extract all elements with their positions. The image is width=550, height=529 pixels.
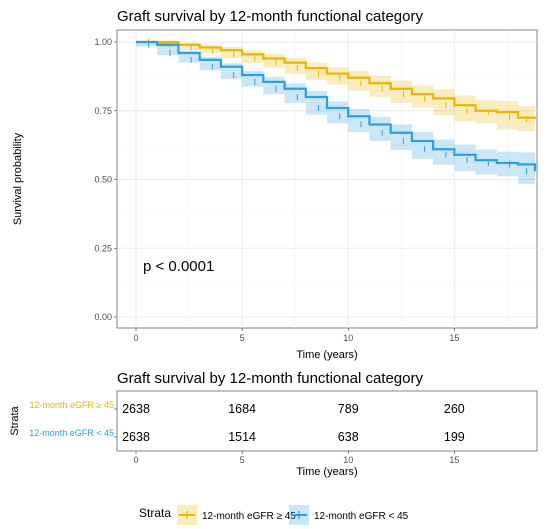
x-tick-label: 5 (240, 333, 245, 343)
risk-x-axis-label: Time (years) (296, 466, 357, 478)
survival-curve-2 (136, 40, 537, 172)
risk-count: 638 (338, 430, 359, 444)
plot-grid (117, 30, 537, 328)
x-axis-label: Time (years) (296, 349, 357, 361)
risk-x-tick-label: 0 (133, 455, 138, 465)
risk-y-axis-label: Strata (9, 405, 21, 435)
axis-ticks: 0 5 10 15 0.00 0.25 0.50 0.75 1.00 (94, 37, 459, 343)
risk-count: 2638 (122, 402, 150, 416)
x-tick-label: 10 (343, 333, 353, 343)
x-tick-label: 0 (133, 333, 138, 343)
p-value-annotation: p < 0.0001 (143, 258, 214, 275)
survival-curve-1 (136, 40, 537, 119)
survival-curves (136, 39, 537, 175)
y-tick-label: 0.00 (94, 312, 112, 322)
risk-table-title: Graft survival by 12-month functional ca… (117, 370, 423, 387)
y-tick-label: 0.25 (94, 243, 112, 253)
survival-plot-title: Graft survival by 12-month functional ca… (117, 8, 423, 25)
risk-x-tick-label: 15 (449, 455, 459, 465)
risk-table: Graft survival by 12-month functional ca… (9, 370, 538, 478)
risk-count: 1514 (228, 430, 256, 444)
x-tick-label: 15 (449, 333, 459, 343)
legend-label: 12-month eGFR ≥ 45 (202, 511, 296, 522)
y-tick-label: 1.00 (94, 37, 112, 47)
risk-table-rows: 12-month eGFR ≥ 45 2638 1684 789 260 12-month… (29, 400, 465, 444)
risk-count: 199 (444, 430, 465, 444)
y-tick-label: 0.75 (94, 106, 112, 116)
y-tick-label: 0.50 (94, 175, 112, 185)
risk-count: 2638 (122, 430, 150, 444)
risk-row-label: 12-month eGFR ≥ 45 (30, 400, 114, 410)
risk-x-tick-label: 10 (343, 455, 353, 465)
risk-count: 1684 (228, 402, 256, 416)
risk-x-tick-label: 5 (240, 455, 245, 465)
legend-key-2 (289, 505, 309, 525)
risk-count: 260 (444, 402, 465, 416)
risk-row-label: 12-month eGFR < 45 (29, 428, 114, 438)
legend-label: 12-month eGFR < 45 (314, 511, 409, 522)
confidence-band-1 (136, 42, 535, 132)
risk-table-panel (116, 390, 538, 452)
legend-items: 12-month eGFR ≥ 45 12-month eGFR < 45 (177, 505, 409, 525)
legend-title: Strata (139, 506, 171, 520)
risk-count: 789 (338, 402, 359, 416)
y-axis-label: Survival probability (12, 132, 24, 225)
survival-plot: Graft survival by 12-month functional ca… (12, 8, 538, 361)
risk-table-ticks: 0 5 10 15 (114, 408, 459, 465)
legend-key-1 (177, 505, 197, 525)
legend: Strata 12-month eGFR ≥ 45 12-month eGFR <… (139, 505, 409, 525)
